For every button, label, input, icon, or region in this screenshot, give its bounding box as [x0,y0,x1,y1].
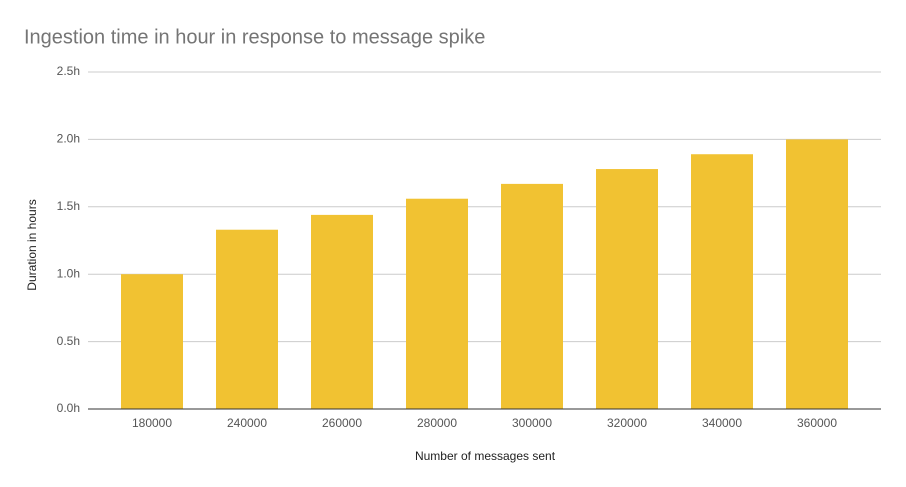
y-tick-label: 2.0h [57,132,80,146]
x-tick-label: 360000 [797,416,837,430]
y-tick-label: 2.5h [57,64,80,78]
x-tick-label: 240000 [227,416,267,430]
x-tick-label: 260000 [322,416,362,430]
y-tick-label: 0.0h [57,401,80,415]
x-tick-label: 280000 [417,416,457,430]
x-tick-label: 340000 [702,416,742,430]
bar [691,154,753,409]
chart-title: Ingestion time in hour in response to me… [24,26,485,48]
bar [596,169,658,409]
bar [121,274,183,409]
bar [216,229,278,409]
y-axis-label: Duration in hours [25,199,39,290]
y-tick-label: 1.0h [57,266,80,280]
x-tick-label: 300000 [512,416,552,430]
x-axis-label: Number of messages sent [415,449,556,463]
bar [786,139,848,409]
x-tick-label: 180000 [132,416,172,430]
bar [311,214,373,409]
bar [501,183,563,409]
y-tick-label: 0.5h [57,334,80,348]
y-tick-label: 1.5h [57,199,80,213]
x-tick-label: 320000 [607,416,647,430]
bar [406,198,468,409]
